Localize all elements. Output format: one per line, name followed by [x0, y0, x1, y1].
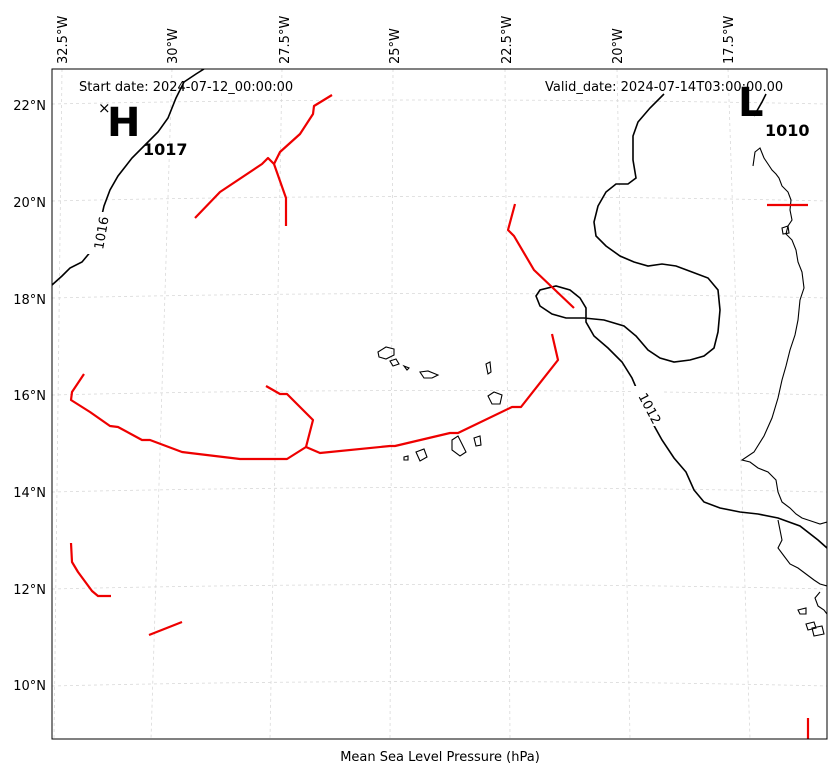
island-goree — [781, 225, 790, 235]
high-center-letter: H — [107, 100, 140, 146]
island-boa-vista — [487, 391, 503, 405]
lon-label-20: 20°W — [611, 28, 626, 64]
isobar-1012-line — [535, 93, 827, 549]
trough-north-central — [194, 156, 288, 226]
isobar-1016-label-bg — [86, 212, 106, 254]
map-panel — [52, 69, 827, 739]
isobars — [52, 69, 827, 549]
island-bijagos-3 — [811, 625, 825, 637]
x-axis-label: Mean Sea Level Pressure (hPa) — [340, 750, 540, 765]
island-bijagos-1 — [797, 607, 807, 615]
valid-date-label: Valid_date: 2024-07-14T03:00:00.00 — [545, 80, 783, 95]
trough-east — [506, 203, 575, 309]
parallel-12 — [52, 584, 827, 590]
lon-label-32-5: 32.5°W — [56, 16, 71, 64]
island-sao-vicente — [389, 358, 400, 367]
lat-label-22: 22°N — [13, 99, 46, 114]
parallel-16 — [52, 390, 827, 396]
lon-label-17-5: 17.5°W — [722, 16, 737, 64]
lat-label-14: 14°N — [13, 486, 46, 501]
graticule — [52, 69, 827, 739]
high-center-cross: × — [98, 99, 111, 117]
lon-label-30: 30°W — [166, 28, 181, 64]
isobar-1012-north — [753, 93, 767, 117]
lon-label-27-5: 27.5°W — [278, 16, 293, 64]
coastline-guinea-bissau — [777, 519, 827, 587]
lon-label-22-5: 22.5°W — [500, 16, 515, 64]
island-sao-nicolau — [419, 370, 440, 379]
island-santo-antao — [377, 346, 395, 360]
island-maio — [473, 435, 482, 447]
meridian-22-5 — [504, 69, 511, 739]
lat-label-20: 20°N — [13, 196, 46, 211]
troughs — [69, 94, 810, 739]
high-center: × H 1017 — [98, 99, 188, 159]
lon-label-25: 25°W — [388, 28, 403, 64]
island-bijagos-2 — [805, 621, 817, 631]
coastline-south — [814, 591, 827, 615]
isobar-labels: 1016 1012 — [86, 212, 664, 427]
meridian-25 — [389, 69, 394, 739]
low-center-letter: L — [738, 80, 764, 126]
trough-southwest — [69, 542, 111, 598]
high-center-value: 1017 — [143, 140, 188, 159]
island-sal — [485, 361, 492, 375]
island-santiago — [451, 435, 467, 457]
lat-label-10: 10°N — [13, 679, 46, 694]
meridian-20 — [616, 69, 631, 739]
parallel-20 — [52, 196, 827, 202]
trough-central-spur — [265, 385, 315, 448]
island-santa-luzia — [402, 364, 410, 371]
lat-label-18: 18°N — [13, 293, 46, 308]
trough-main-south — [69, 333, 560, 461]
trough-south-short — [148, 620, 183, 637]
map-frame — [51, 68, 828, 740]
meridian-32-5 — [53, 69, 63, 739]
cape-verde-islands — [377, 225, 825, 637]
lat-label-16: 16°N — [13, 389, 46, 404]
meridian-17-5 — [727, 69, 751, 739]
low-center: L 1010 — [738, 80, 810, 140]
isobar-1016-line — [52, 69, 205, 286]
lat-labels: 22°N 20°N 18°N 16°N 14°N 12°N 10°N — [13, 99, 46, 694]
isobar-1016-label: 1016 — [92, 215, 113, 250]
isobar-1012-label-bg — [634, 386, 664, 426]
island-fogo — [415, 448, 428, 462]
parallel-18 — [52, 293, 827, 299]
low-center-value: 1010 — [765, 121, 810, 140]
coastline-west-africa — [740, 147, 827, 525]
trough-north-central-b — [273, 94, 333, 165]
meridian-27-5 — [269, 69, 283, 739]
parallel-22 — [52, 99, 827, 105]
start-date-label: Start date: 2024-07-12_00:00:00 — [79, 80, 293, 95]
parallel-10 — [52, 681, 827, 687]
parallel-14 — [52, 487, 827, 493]
meridian-30 — [150, 69, 173, 739]
lon-labels: 32.5°W 30°W 27.5°W 25°W 22.5°W 20°W 17.5… — [56, 16, 737, 64]
lat-label-12: 12°N — [13, 583, 46, 598]
island-brava — [403, 455, 409, 461]
